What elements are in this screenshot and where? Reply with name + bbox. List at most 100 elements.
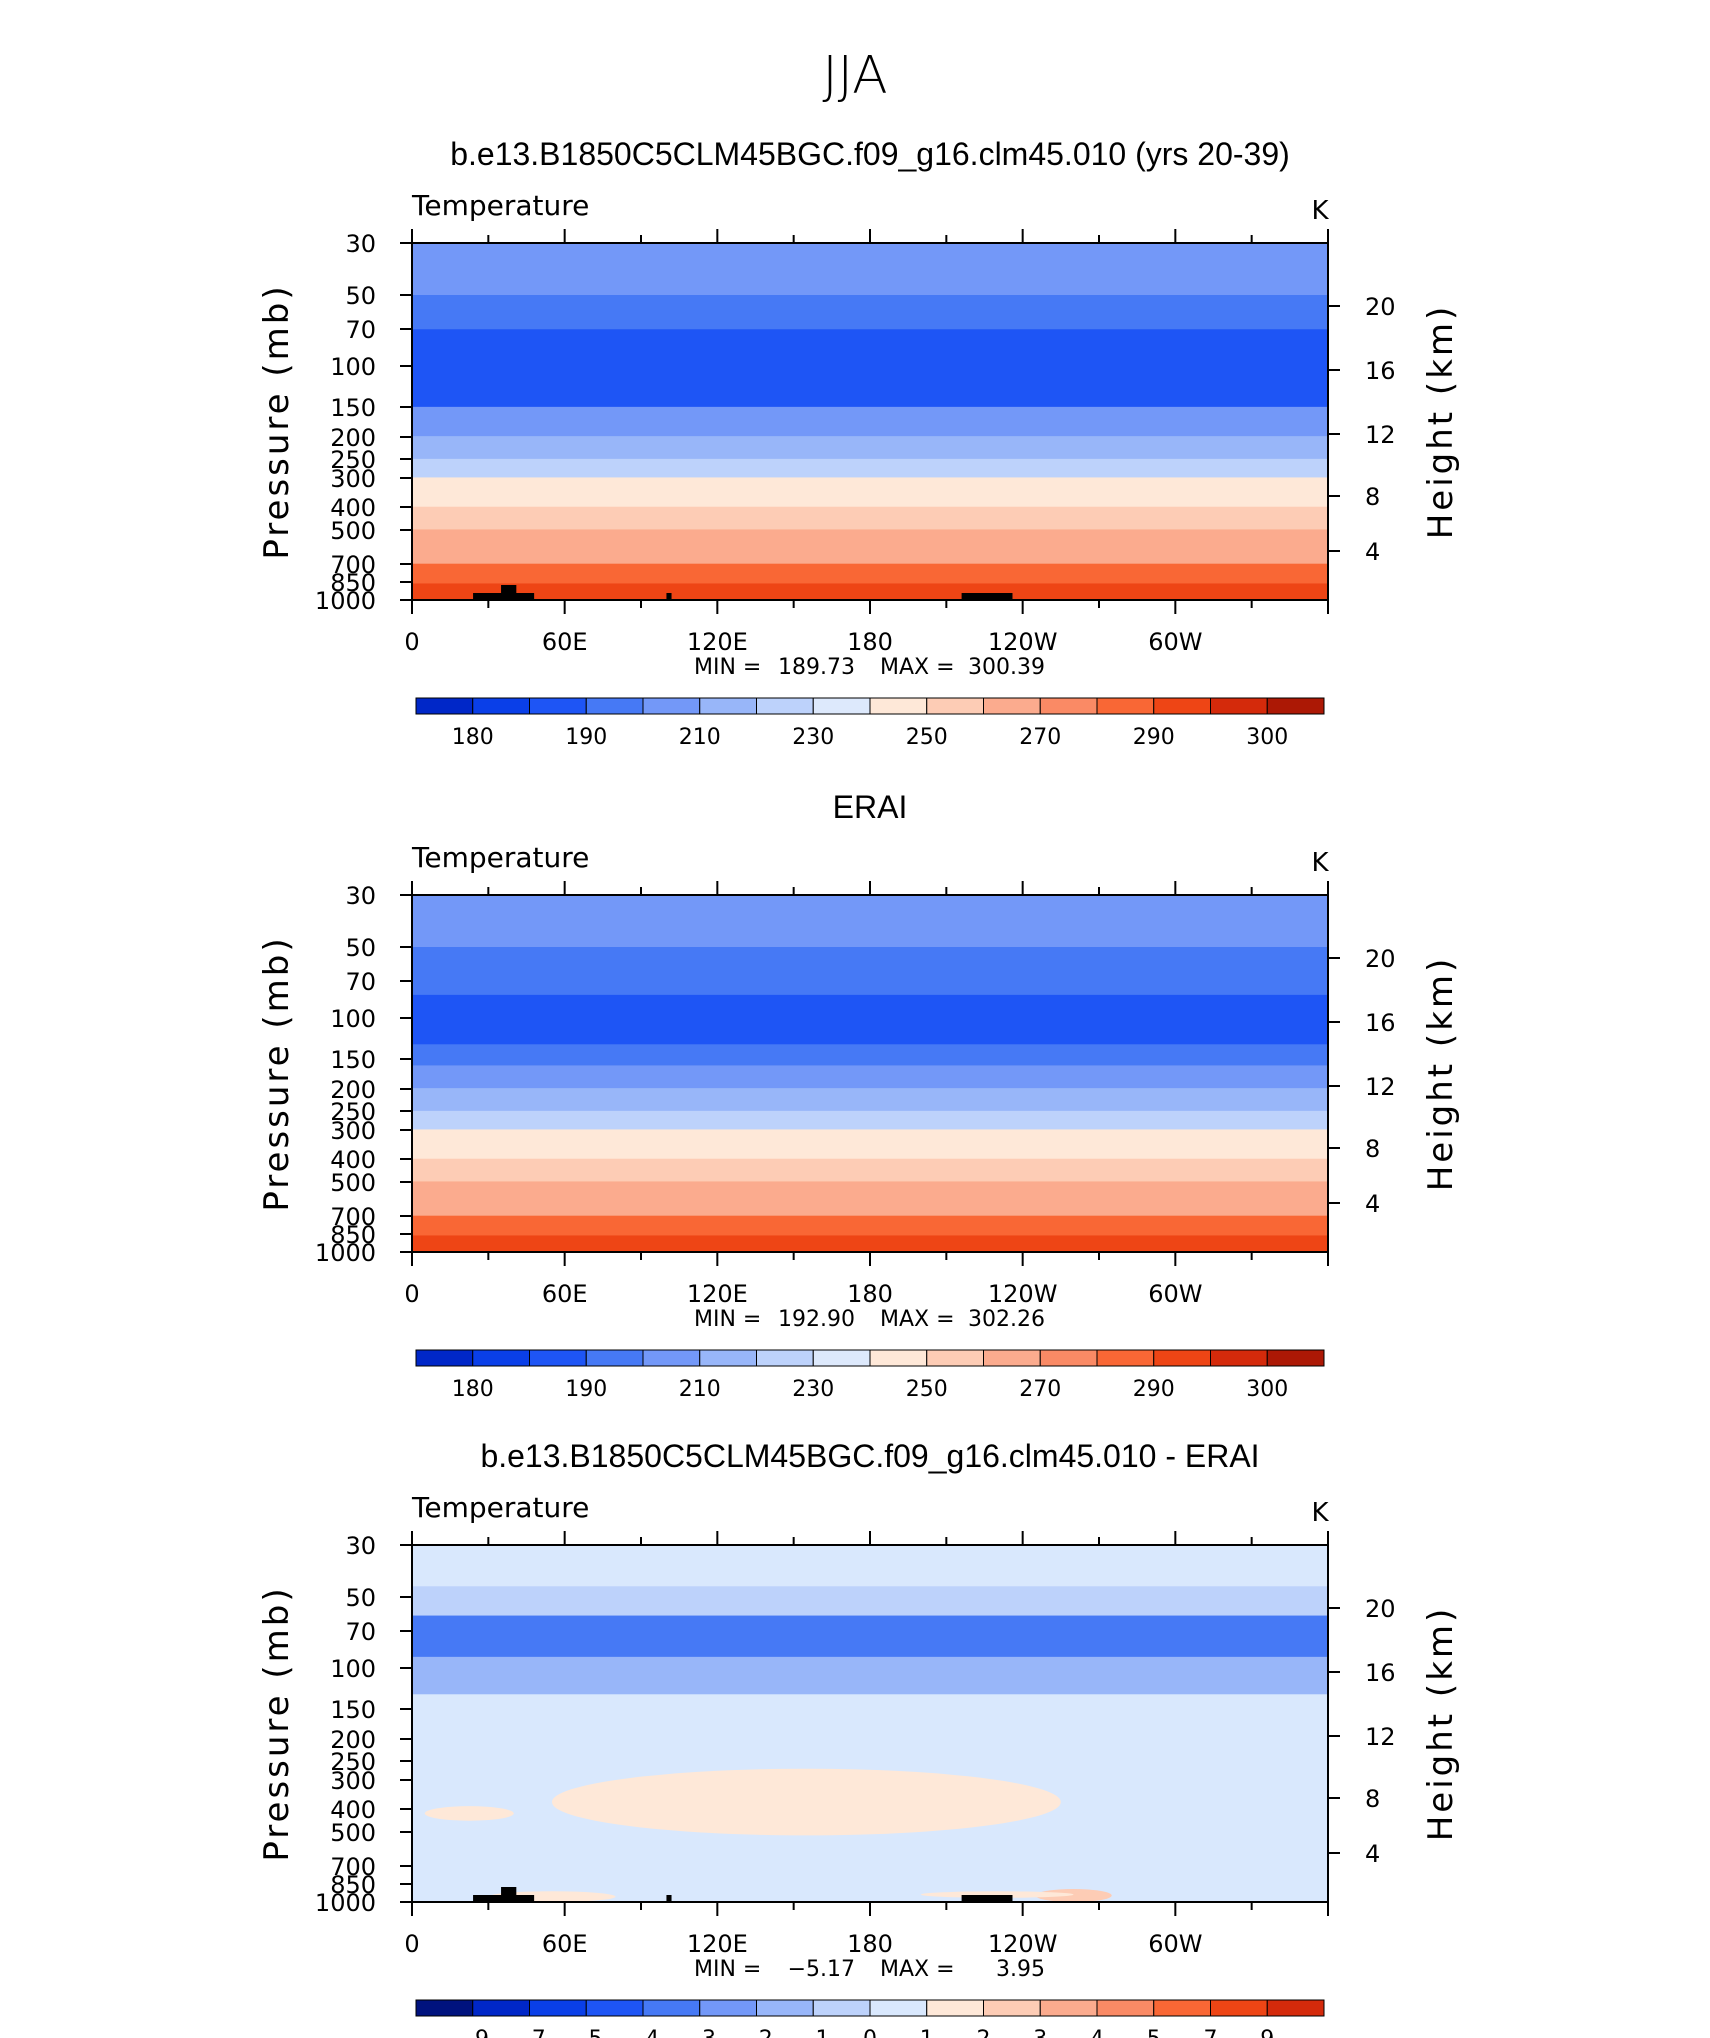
colorbar-swatch xyxy=(1153,1999,1211,2017)
y-axis-title: Pressure (mb) xyxy=(257,1585,297,1861)
colorbar-label: −2 xyxy=(740,2027,772,2038)
variable-label: Temperature xyxy=(411,841,589,874)
height-tick-label: 16 xyxy=(1365,357,1396,385)
contour-band xyxy=(412,1088,1328,1112)
height-tick-label: 4 xyxy=(1365,1190,1380,1218)
terrain-mask xyxy=(961,593,1013,600)
colorbar-label: 210 xyxy=(679,1377,721,1402)
colorbar-label: 3 xyxy=(1033,2027,1047,2038)
contour-fill xyxy=(412,895,1328,1252)
colorbar-label: −1 xyxy=(797,2027,829,2038)
contour-band xyxy=(412,1110,1328,1130)
colorbar-swatch xyxy=(415,697,474,715)
colorbar-swatch xyxy=(529,1999,587,2017)
height-tick-label: 20 xyxy=(1365,945,1396,973)
pressure-tick-label: 200 xyxy=(330,424,376,452)
colorbar-label: 270 xyxy=(1019,1377,1061,1402)
contour-band xyxy=(412,436,1328,460)
pressure-tick-label: 30 xyxy=(345,230,376,258)
colorbar-swatch xyxy=(756,697,814,715)
colorbar-swatch xyxy=(812,697,871,715)
chart-panel-2: ERAI Temperature K 0 60E 120E 180 120W 60W 30 50 70… xyxy=(257,789,1461,1402)
contour-band xyxy=(412,1158,1328,1182)
lon-tick-label: 60W xyxy=(1148,628,1202,656)
y2-axis-title: Height (km) xyxy=(1421,304,1461,540)
y2-axis-title: Height (km) xyxy=(1421,1606,1461,1842)
plot-title: ERAI xyxy=(833,789,908,825)
pressure-tick-label: 30 xyxy=(345,1532,376,1560)
colorbar-swatch xyxy=(642,1999,701,2017)
colorbar-swatch xyxy=(1153,697,1211,715)
lon-tick-label: 60E xyxy=(542,628,588,656)
lon-tick-label: 0 xyxy=(404,1930,419,1958)
colorbar-swatch xyxy=(1096,1349,1155,1367)
colorbar-swatch xyxy=(642,697,701,715)
height-tick-label: 8 xyxy=(1365,483,1380,511)
colorbar-swatch xyxy=(699,1349,757,1367)
min-label: MIN = xyxy=(694,1957,761,1982)
pressure-tick-label: 50 xyxy=(345,282,376,310)
colorbar-swatch xyxy=(1266,1349,1325,1367)
terrain-mask xyxy=(501,1887,517,1902)
lon-tick-label: 120W xyxy=(988,1930,1058,1958)
pressure-tick-label: 70 xyxy=(345,316,376,344)
y-axis-title: Pressure (mb) xyxy=(257,283,297,559)
y-axis-title: Pressure (mb) xyxy=(257,935,297,1211)
colorbar-swatch xyxy=(1153,1349,1211,1367)
colorbar-label: 300 xyxy=(1246,1377,1288,1402)
colorbar-swatch xyxy=(926,1349,984,1367)
pressure-tick-label: 300 xyxy=(330,1117,376,1145)
colorbar-swatch xyxy=(1039,697,1098,715)
colorbar-swatch xyxy=(983,1349,1041,1367)
colorbar-swatch xyxy=(812,1349,871,1367)
height-tick-label: 12 xyxy=(1365,1073,1396,1101)
contour-patch xyxy=(551,1768,1061,1836)
contour-band xyxy=(412,1615,1328,1658)
contour-band xyxy=(412,477,1328,508)
colorbar-swatch xyxy=(1096,697,1155,715)
pressure-tick-label: 200 xyxy=(330,1726,376,1754)
colorbar-swatch xyxy=(699,697,757,715)
colorbar: 180 190 210 230 250 270 290 300 xyxy=(415,697,1325,750)
pressure-tick-label: 50 xyxy=(345,934,376,962)
colorbar-label: 190 xyxy=(565,725,607,750)
colorbar-label: 180 xyxy=(452,1377,494,1402)
chart-panel-1: b.e13.B1850C5CLM45BGC.f09_g16.clm45.010 … xyxy=(257,136,1461,750)
plot-title: b.e13.B1850C5CLM45BGC.f09_g16.clm45.010 … xyxy=(480,1438,1259,1474)
pressure-tick-label: 1000 xyxy=(315,587,376,615)
pressure-tick-label: 100 xyxy=(330,1655,376,1683)
pressure-tick-label: 300 xyxy=(330,1767,376,1795)
height-tick-label: 4 xyxy=(1365,1840,1380,1868)
colorbar-label: −4 xyxy=(627,2027,659,2038)
colorbar-label: 0 xyxy=(863,2027,877,2038)
contour-band xyxy=(412,295,1328,330)
units-label: K xyxy=(1311,848,1329,878)
contour-band xyxy=(412,994,1328,1045)
pressure-tick-label: 70 xyxy=(345,1618,376,1646)
contour-band xyxy=(412,563,1328,584)
contour-band xyxy=(412,506,1328,530)
max-value: 300.39 xyxy=(968,655,1045,680)
contour-band xyxy=(412,1065,1328,1089)
colorbar-swatch xyxy=(529,1349,587,1367)
pressure-tick-label: 700 xyxy=(330,1853,376,1881)
contour-band xyxy=(412,1215,1328,1236)
pressure-tick-label: 850 xyxy=(330,1221,376,1249)
pressure-tick-label: 700 xyxy=(330,1203,376,1231)
contour-band xyxy=(412,1129,1328,1160)
max-label: MAX = xyxy=(880,655,955,680)
colorbar-label: −5 xyxy=(570,2027,602,2038)
contour-band xyxy=(412,1181,1328,1217)
height-tick-label: 12 xyxy=(1365,421,1396,449)
plot-title: b.e13.B1850C5CLM45BGC.f09_g16.clm45.010 … xyxy=(450,136,1290,172)
colorbar-label: 5 xyxy=(1147,2027,1161,2038)
page-title: JJA xyxy=(822,46,888,106)
contour-band xyxy=(412,1235,1328,1252)
colorbar-swatch xyxy=(472,1349,530,1367)
contour-band xyxy=(412,1656,1328,1695)
contour-band xyxy=(412,583,1328,600)
lon-tick-label: 120W xyxy=(988,1280,1058,1308)
variable-label: Temperature xyxy=(411,189,589,222)
